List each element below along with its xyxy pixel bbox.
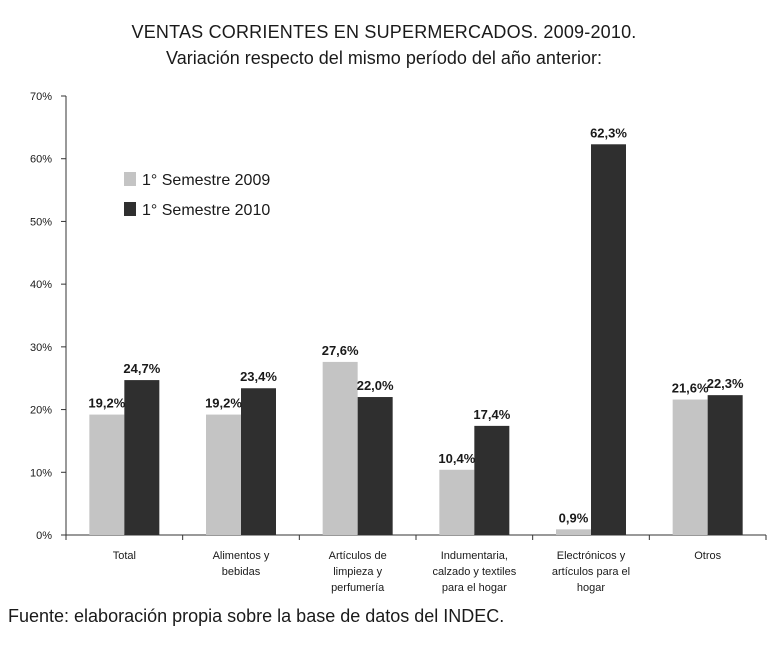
y-tick-label: 0%	[36, 530, 52, 542]
y-tick-label: 20%	[30, 405, 52, 417]
y-tick-label: 50%	[30, 216, 52, 228]
bar-value-label: 24,7%	[123, 361, 160, 376]
legend-label: 1° Semestre 2010	[142, 202, 270, 219]
legend-label: 1° Semestre 2009	[142, 172, 270, 189]
bar-2010	[124, 380, 160, 535]
bar-2010	[707, 395, 743, 535]
bar-2010	[474, 425, 510, 535]
x-category-label: artículos para el	[552, 566, 630, 578]
bar-2009	[206, 414, 241, 535]
legend-swatch	[124, 202, 136, 216]
bar-value-label: 27,6%	[322, 343, 359, 358]
bar-value-label: 22,0%	[357, 378, 394, 393]
bar-value-label: 10,4%	[438, 451, 475, 466]
bar-value-label: 19,2%	[88, 396, 125, 411]
chart-data-labels: 19,2% 19,2% 27,6% 10,4% 0,9% 21,6% 24,7% 23,4% 2…	[88, 125, 744, 525]
x-category-label: Total	[113, 550, 136, 562]
x-category-label: calzado y textiles	[432, 566, 516, 578]
x-category-label: limpieza y	[333, 566, 382, 578]
chart-subtitle: Variación respecto del mismo período del…	[166, 48, 602, 68]
bar-2009	[322, 361, 358, 535]
bar-2009	[556, 529, 591, 535]
x-category-label: Indumentaria,	[441, 550, 508, 562]
bar-value-label: 21,6%	[672, 381, 709, 396]
y-tick-label: 30%	[30, 342, 52, 354]
x-category-label: Otros	[694, 550, 721, 562]
y-tick-label: 10%	[30, 467, 52, 479]
bar-2009	[672, 399, 708, 535]
y-tick-label: 40%	[30, 279, 52, 291]
x-category-label: perfumería	[331, 582, 385, 594]
chart-legend: 1° Semestre 2009 1° Semestre 2010	[124, 172, 270, 219]
chart-title: VENTAS CORRIENTES EN SUPERMERCADOS. 2009…	[131, 22, 637, 42]
bar-value-label: 22,3%	[707, 376, 744, 391]
x-category-label: Artículos de	[329, 550, 387, 562]
x-category-label: hogar	[577, 582, 605, 594]
bar-2010	[357, 397, 393, 535]
bar-2009	[439, 469, 475, 535]
bar-2009	[89, 414, 125, 535]
x-category-label: para el hogar	[442, 582, 507, 594]
source-note: Fuente: elaboración propia sobre la base…	[8, 606, 505, 626]
y-tick-label: 60%	[30, 154, 52, 166]
chart-axes: 0% 10% 20% 30% 40% 50% 60% 70% Total Alimentos y b…	[30, 91, 767, 594]
chart-bars	[89, 144, 743, 536]
bar-value-label: 19,2%	[205, 396, 242, 411]
y-tick-label: 70%	[30, 91, 52, 103]
bar-value-label: 17,4%	[473, 407, 510, 422]
bar-2010	[241, 388, 276, 535]
bar-value-label: 23,4%	[240, 369, 277, 384]
x-category-label: Alimentos y	[213, 550, 270, 562]
bar-2010	[591, 144, 626, 536]
bar-value-label: 62,3%	[590, 125, 627, 140]
x-category-label: Electrónicos y	[557, 550, 626, 562]
bar-value-label: 0,9%	[559, 510, 589, 525]
legend-swatch	[124, 172, 136, 186]
x-category-label: bebidas	[222, 566, 261, 578]
